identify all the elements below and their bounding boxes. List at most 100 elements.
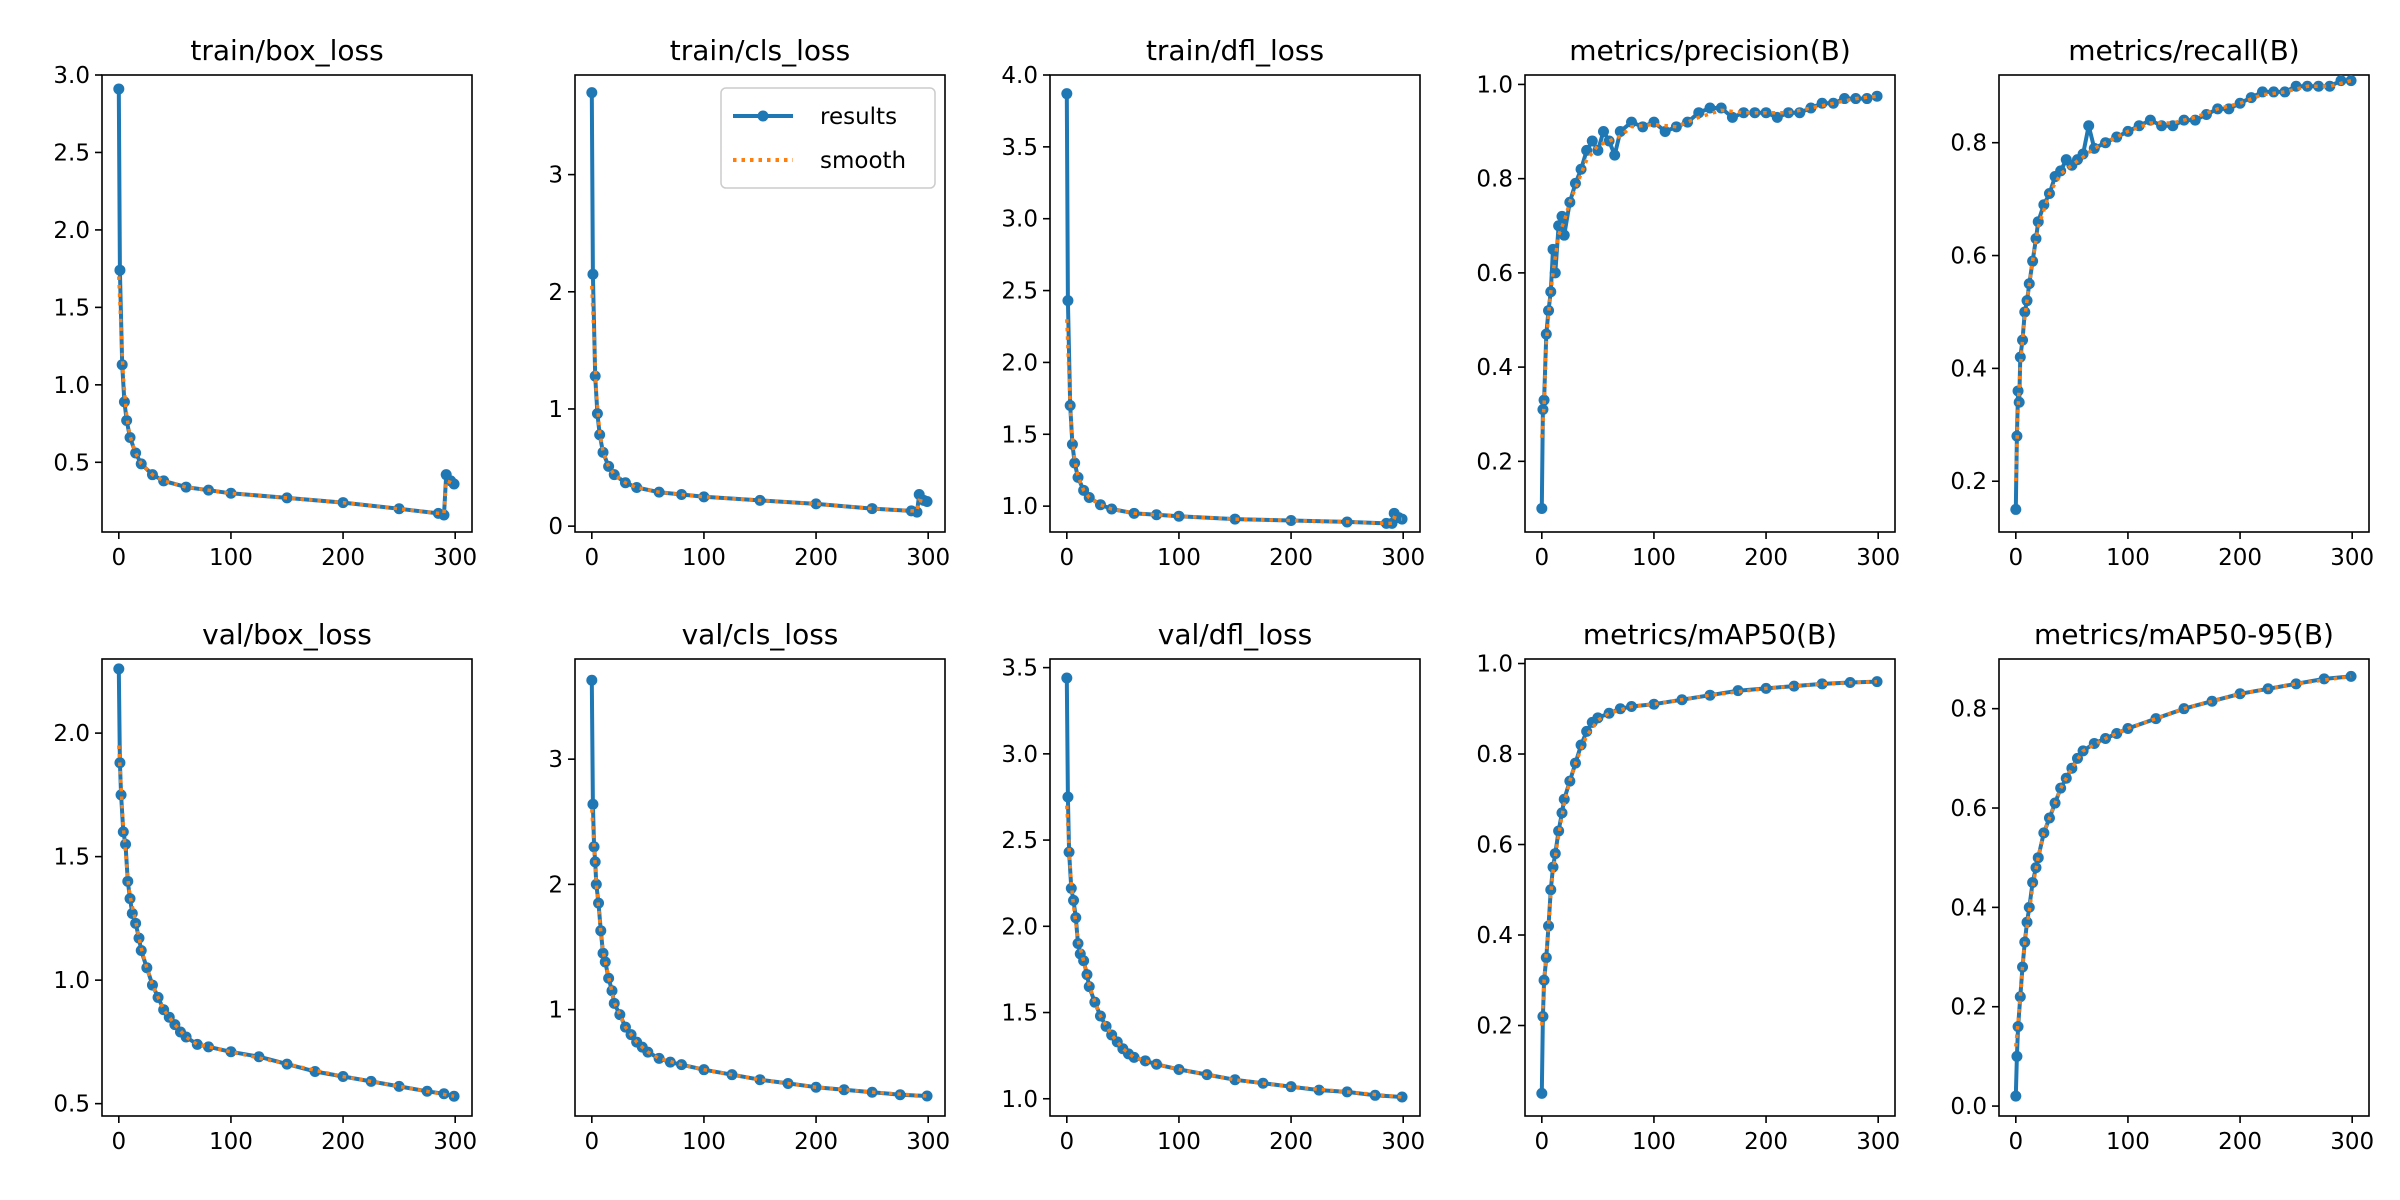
results-marker [1581,144,1593,156]
results-line [589,680,928,1098]
x-tick-label: 300 [1381,545,1425,571]
plot-area [1536,90,1883,514]
results-marker [2010,503,2022,515]
y-tick-label: 1.0 [53,373,90,399]
y-tick-label: 3.0 [1001,742,1038,768]
y-tick-label: 0.4 [1476,355,1513,381]
subplot-title: val/box_loss [202,618,372,651]
x-tick-label: 300 [1381,1129,1425,1155]
results-marker [1609,149,1621,161]
results-marker [1083,981,1095,993]
results-marker [2077,148,2089,160]
results-line [1064,93,1403,526]
x-tick-label: 300 [906,545,950,571]
axes-frame [1998,74,2370,533]
smooth-line [2014,78,2352,482]
subplot-title: metrics/mAP50-95(B) [2034,618,2334,651]
results-marker [2245,92,2257,104]
results-marker [1597,126,1609,138]
smooth-line [1065,319,1403,526]
axes-frame [574,658,946,1117]
results-marker [2335,75,2347,87]
x-tick-label: 0 [2008,1129,2023,1155]
y-tick-label: 0.8 [1950,697,1987,723]
axes-frame [1049,658,1421,1117]
results-marker [1139,1055,1151,1067]
results-marker [2279,86,2291,98]
subplot-title: train/box_loss [190,34,383,67]
y-tick-label: 0.4 [1950,356,1987,382]
y-tick-label: 1.5 [53,295,90,321]
results-marker [2318,673,2330,685]
plot-area [113,83,460,521]
results-marker [180,481,192,493]
results-marker [2023,901,2035,913]
plot-area [1061,672,1408,1103]
results-marker [754,1074,766,1086]
results-marker [2011,1050,2023,1062]
results-marker [393,503,405,515]
smooth-line [1540,94,1878,438]
y-tick-label: 0.2 [1950,469,1987,495]
axes-frame [101,74,473,533]
subplot-title: metrics/precision(B) [1569,34,1851,67]
results-marker [2027,255,2039,267]
y-tick-label: 0.8 [1476,167,1513,193]
smooth-line [117,276,455,516]
results-marker [588,841,600,853]
y-tick-label: 2 [548,280,563,306]
results-marker [1771,111,1783,123]
subplot-title: metrics/mAP50(B) [1583,618,1837,651]
y-tick-label: 0.8 [1476,742,1513,768]
results-marker [1704,102,1716,114]
y-tick-label: 1 [548,397,563,423]
results-marker [1592,712,1604,724]
results-marker [1065,882,1077,894]
y-tick-label: 1.0 [1001,494,1038,520]
results-line [116,668,455,1099]
results-marker [676,489,688,501]
results-marker [203,1041,215,1053]
results-marker [603,460,615,472]
results-marker [2030,233,2042,245]
results-marker [1061,88,1073,100]
results-marker [2017,334,2029,346]
legend-results-marker [757,110,769,122]
results-marker [1738,107,1750,119]
smooth-line [1065,805,1403,1099]
x-tick-label: 0 [111,1129,126,1155]
smooth-line [1540,679,1878,1026]
plot-area [2010,75,2357,515]
results-marker [2014,991,2026,1003]
y-tick-label: 3.5 [1001,656,1038,682]
results-marker [1556,210,1568,222]
results-marker [2206,695,2218,707]
results-marker [121,414,133,426]
plot-area [2010,670,2357,1102]
y-tick-label: 0.6 [1950,244,1987,270]
x-tick-label: 300 [1856,545,1900,571]
results-marker [1062,295,1074,307]
y-tick-label: 0.6 [1476,833,1513,859]
results-marker [1871,90,1883,102]
results-marker [810,498,822,510]
smooth-line [117,745,455,1098]
results-marker [225,1046,237,1058]
results-marker [1816,678,1828,690]
x-tick-label: 200 [1269,1129,1313,1155]
y-tick-label: 1.0 [53,968,90,994]
results-marker [1543,920,1555,932]
y-tick-label: 2.0 [53,721,90,747]
legend-smooth-label: smooth [820,148,906,174]
x-tick-label: 200 [1744,545,1788,571]
y-tick-label: 3 [548,747,563,773]
y-tick-label: 2.0 [53,218,90,244]
results-marker [2189,114,2201,126]
x-tick-label: 300 [906,1129,950,1155]
subplot: metrics/recall(B) 0 100 200 300 0.2 0.4 0.6 0.8 [1950,34,2374,571]
subplot-title: val/dfl_loss [1158,618,1312,651]
y-tick-label: 1.5 [1001,1001,1038,1027]
results-marker [1063,846,1075,858]
results-marker [115,789,127,801]
results-marker [393,1080,405,1092]
